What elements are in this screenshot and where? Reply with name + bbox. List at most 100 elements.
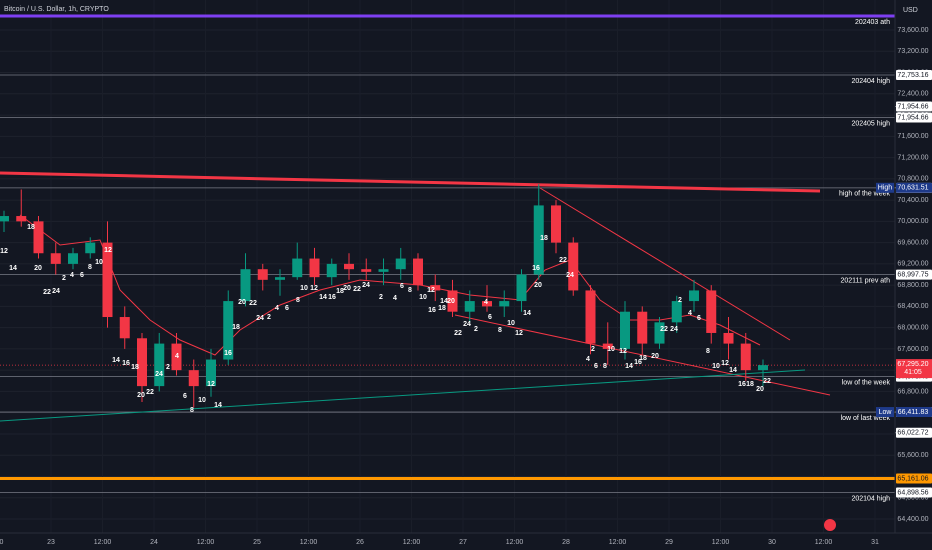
trendline: [0, 369, 806, 422]
bar-count: 2: [474, 326, 478, 333]
level-label: low of the week: [842, 379, 891, 386]
price-tag-label: 71,954.66: [897, 103, 928, 110]
candle-body: [706, 290, 717, 333]
bar-count: 14: [625, 363, 633, 370]
candle-body: [568, 242, 579, 291]
price-tag: [896, 487, 932, 498]
bar-count: 12: [310, 285, 318, 292]
price-tag: [896, 112, 932, 123]
y-tick-label: 73,200.00: [897, 48, 928, 55]
candles: [0, 184, 768, 408]
bar-count: 24: [52, 288, 60, 295]
candle-body: [395, 258, 406, 270]
y-tick-label: 66,800.00: [897, 388, 928, 395]
candle-body: [671, 301, 682, 323]
axis: 64,400.0064,800.0065,200.0065,600.0066,0…: [876, 27, 932, 523]
bar-count: 8: [603, 363, 607, 370]
candle-body: [16, 216, 27, 222]
price-tag: [896, 269, 932, 280]
bar-count: 6: [697, 315, 701, 322]
candle-body: [464, 301, 475, 312]
bar-count: 12: [619, 348, 627, 355]
level-label: high of the week: [839, 191, 890, 198]
price-tag: [896, 101, 932, 112]
price-tag: [896, 427, 932, 438]
candle-body: [585, 290, 596, 344]
candle-body: [171, 343, 182, 371]
trendline: [454, 314, 831, 396]
x-tick-label: 12:00: [506, 539, 524, 546]
candle-body: [85, 242, 96, 254]
candle-body: [188, 370, 199, 387]
candle-body: [68, 253, 78, 264]
bar-count: 8: [190, 407, 194, 414]
bar-count: 10: [607, 346, 615, 353]
y-tick-label: 68,000.00: [897, 324, 928, 331]
price-tag-label: 66,411.83: [898, 409, 929, 416]
bar-count: 22: [454, 330, 462, 337]
bar-count: 20: [756, 386, 764, 393]
bar-count: 12: [427, 287, 435, 294]
bar-count: 22: [763, 378, 771, 385]
bar-count: 4: [688, 310, 692, 317]
bar-count: 10: [198, 397, 206, 404]
price-tag-label: 71,954.66: [897, 114, 928, 121]
x-tick-label: 29: [665, 539, 673, 546]
x-tick-label: 00: [0, 539, 3, 546]
tag-box: [876, 182, 894, 193]
candle-body: [102, 242, 113, 318]
price-tag: [896, 473, 932, 484]
candle-body: [223, 301, 234, 360]
current-tag: [896, 359, 932, 379]
y-tick-label: 67,600.00: [897, 346, 928, 353]
bar-count: 10: [419, 294, 427, 301]
bar-count: 22: [559, 257, 567, 264]
bar-count: 16: [224, 350, 232, 357]
bar-count: 6: [80, 272, 84, 279]
x-tick-label: 12:00: [609, 539, 627, 546]
y-tick-label: 71,600.00: [897, 133, 928, 140]
bar-count: 2: [591, 346, 595, 353]
bar-count: 16: [328, 294, 336, 301]
bar-count: 24: [155, 371, 163, 378]
bar-count: 4: [393, 295, 397, 302]
current-price: 67,295.20: [897, 361, 928, 368]
y-tick-label: 69,200.00: [897, 261, 928, 268]
chart-title: Bitcoin / U.S. Dollar, 1h, CRYPTO: [4, 6, 109, 13]
bar-count: 4: [484, 299, 488, 306]
candle-body: [119, 317, 130, 339]
icon[interactable]: [824, 519, 836, 531]
bar-count: 12: [104, 247, 112, 254]
bar-count: 12: [0, 248, 8, 255]
bar-count: 18: [639, 355, 647, 362]
bar-count: 16: [428, 307, 436, 314]
price-tag: [896, 70, 932, 81]
x-tick-label: 12:00: [197, 539, 215, 546]
y-tick-label: 70,400.00: [897, 197, 928, 204]
bar-count: 8: [88, 264, 92, 271]
bar-count: 20: [343, 285, 351, 292]
level-label: 202403 ath: [855, 19, 890, 26]
levels: 202403 ath 202404 high 202405 high high of …: [0, 14, 895, 502]
bar-count: 6: [285, 305, 289, 312]
candle-body: [723, 332, 734, 344]
candle-body: [533, 205, 544, 275]
bar-count: 20: [534, 282, 542, 289]
bar-count: 4: [586, 356, 590, 363]
countdown: 41:05: [904, 369, 922, 376]
candle-body: [257, 269, 268, 280]
price-tag: [896, 182, 932, 193]
candle-body: [740, 343, 751, 371]
bar-count: 4: [275, 305, 279, 312]
bar-count: 16: [532, 265, 540, 272]
level-label: 202404 high: [851, 78, 890, 85]
bar-count: 2: [166, 364, 170, 371]
bar-count: 4: [175, 353, 179, 360]
bar-count: 24: [670, 326, 678, 333]
y-tick-label: 64,400.00: [897, 516, 928, 523]
bar-count: 2: [379, 294, 383, 301]
bar-count: 18: [232, 324, 240, 331]
candle-body: [344, 263, 354, 270]
bar-count: 10: [507, 320, 515, 327]
